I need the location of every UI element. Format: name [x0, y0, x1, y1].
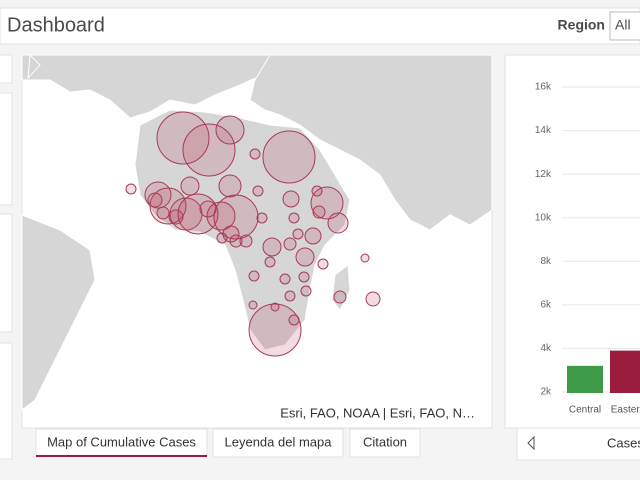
case-bubble[interactable] — [360, 253, 370, 263]
case-bubble[interactable] — [252, 185, 264, 197]
case-bubble[interactable] — [317, 258, 329, 270]
filter-value: All — [615, 17, 631, 33]
island — [27, 53, 41, 80]
filter-select[interactable] — [609, 11, 640, 41]
case-bubble[interactable] — [295, 247, 315, 267]
case-bubble[interactable] — [177, 193, 219, 235]
case-bubble[interactable] — [282, 190, 300, 208]
tab[interactable] — [349, 428, 421, 458]
case-bubble[interactable] — [288, 212, 300, 224]
card — [0, 54, 13, 84]
europe — [21, 54, 271, 119]
bar — [567, 365, 603, 393]
case-bubble[interactable] — [156, 111, 210, 165]
x-tick-label: Eastern — [611, 405, 640, 416]
case-bubble[interactable] — [292, 228, 304, 240]
tab[interactable] — [35, 428, 208, 458]
case-bubble[interactable] — [216, 232, 228, 244]
attribution: Esri, FAO, NOAA | Esri, FAO, N… — [280, 405, 475, 420]
case-bubble[interactable] — [249, 148, 261, 160]
case-bubble[interactable] — [206, 201, 236, 231]
case-bubble[interactable] — [256, 212, 268, 224]
header-bar — [0, 7, 640, 45]
tab[interactable] — [212, 428, 344, 458]
y-tick-label: 10k — [535, 212, 552, 223]
y-tick-label: 14k — [535, 125, 552, 136]
africa — [134, 109, 351, 351]
title: Dashboard — [7, 14, 105, 36]
chart-footer — [516, 427, 640, 461]
case-bubble[interactable] — [283, 237, 297, 251]
card — [0, 213, 13, 333]
y-tick-label: 16k — [535, 82, 552, 93]
case-bubble[interactable] — [147, 192, 163, 208]
case-bubble[interactable] — [279, 273, 291, 285]
case-bubble[interactable] — [248, 303, 302, 357]
case-bubble[interactable] — [304, 227, 322, 245]
y-tick-label: 4k — [540, 343, 552, 354]
case-bubble[interactable] — [270, 302, 280, 312]
case-bubble[interactable] — [218, 174, 242, 198]
case-bubble[interactable] — [149, 187, 187, 225]
case-bubble[interactable] — [310, 186, 344, 220]
case-bubble[interactable] — [288, 314, 300, 326]
y-tick-label: 2k — [540, 387, 552, 398]
case-bubble[interactable] — [284, 290, 296, 302]
y-tick-label: 6k — [540, 299, 552, 310]
case-bubble[interactable] — [312, 205, 326, 219]
card — [0, 342, 13, 460]
case-bubble[interactable] — [264, 256, 276, 268]
x-tick-label: Central — [569, 405, 601, 416]
footer-label: Cases — [607, 435, 640, 450]
case-bubble[interactable] — [180, 176, 200, 196]
case-bubble[interactable] — [262, 237, 282, 257]
asia — [249, 54, 493, 231]
south-america — [21, 214, 96, 412]
y-tick-label: 12k — [535, 169, 552, 180]
card — [0, 92, 13, 206]
bar-chart: 2k 4k 6k 8k 10k 12k 14k 16k Central Eastern — [535, 82, 640, 416]
case-bubble[interactable] — [365, 291, 381, 307]
case-bubble[interactable] — [262, 130, 316, 184]
bubble-layer — [125, 111, 381, 357]
case-bubble[interactable] — [229, 234, 243, 248]
case-bubble[interactable] — [156, 206, 170, 220]
case-bubble[interactable] — [248, 270, 260, 282]
y-tick-label: 8k — [540, 256, 552, 267]
case-bubble[interactable] — [215, 115, 245, 145]
tab-bar: Map of Cumulative Cases Leyenda del mapa C… — [35, 428, 421, 458]
tab-label: Leyenda del mapa — [225, 434, 333, 449]
map-land — [21, 53, 493, 412]
case-bubble[interactable] — [182, 123, 236, 177]
case-bubble[interactable] — [239, 234, 253, 248]
case-bubble[interactable] — [248, 300, 258, 310]
tab-active-indicator — [36, 455, 207, 457]
case-bubble[interactable] — [298, 271, 310, 283]
tab-label: Citation — [363, 434, 407, 449]
prev-button[interactable] — [527, 435, 535, 451]
case-bubble[interactable] — [327, 212, 349, 234]
tab-label: Map of Cumulative Cases — [47, 434, 196, 449]
case-bubble[interactable] — [125, 183, 137, 195]
case-bubble[interactable] — [300, 285, 312, 297]
bar — [610, 350, 640, 393]
filter-label: Region — [558, 17, 605, 33]
case-bubble[interactable] — [333, 290, 347, 304]
